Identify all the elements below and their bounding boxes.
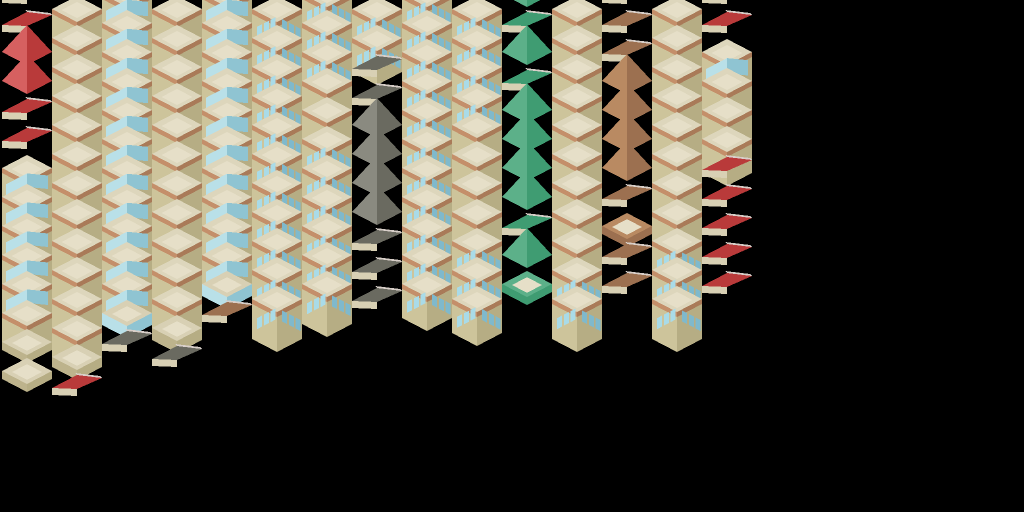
empty-panel — [760, 0, 1024, 512]
